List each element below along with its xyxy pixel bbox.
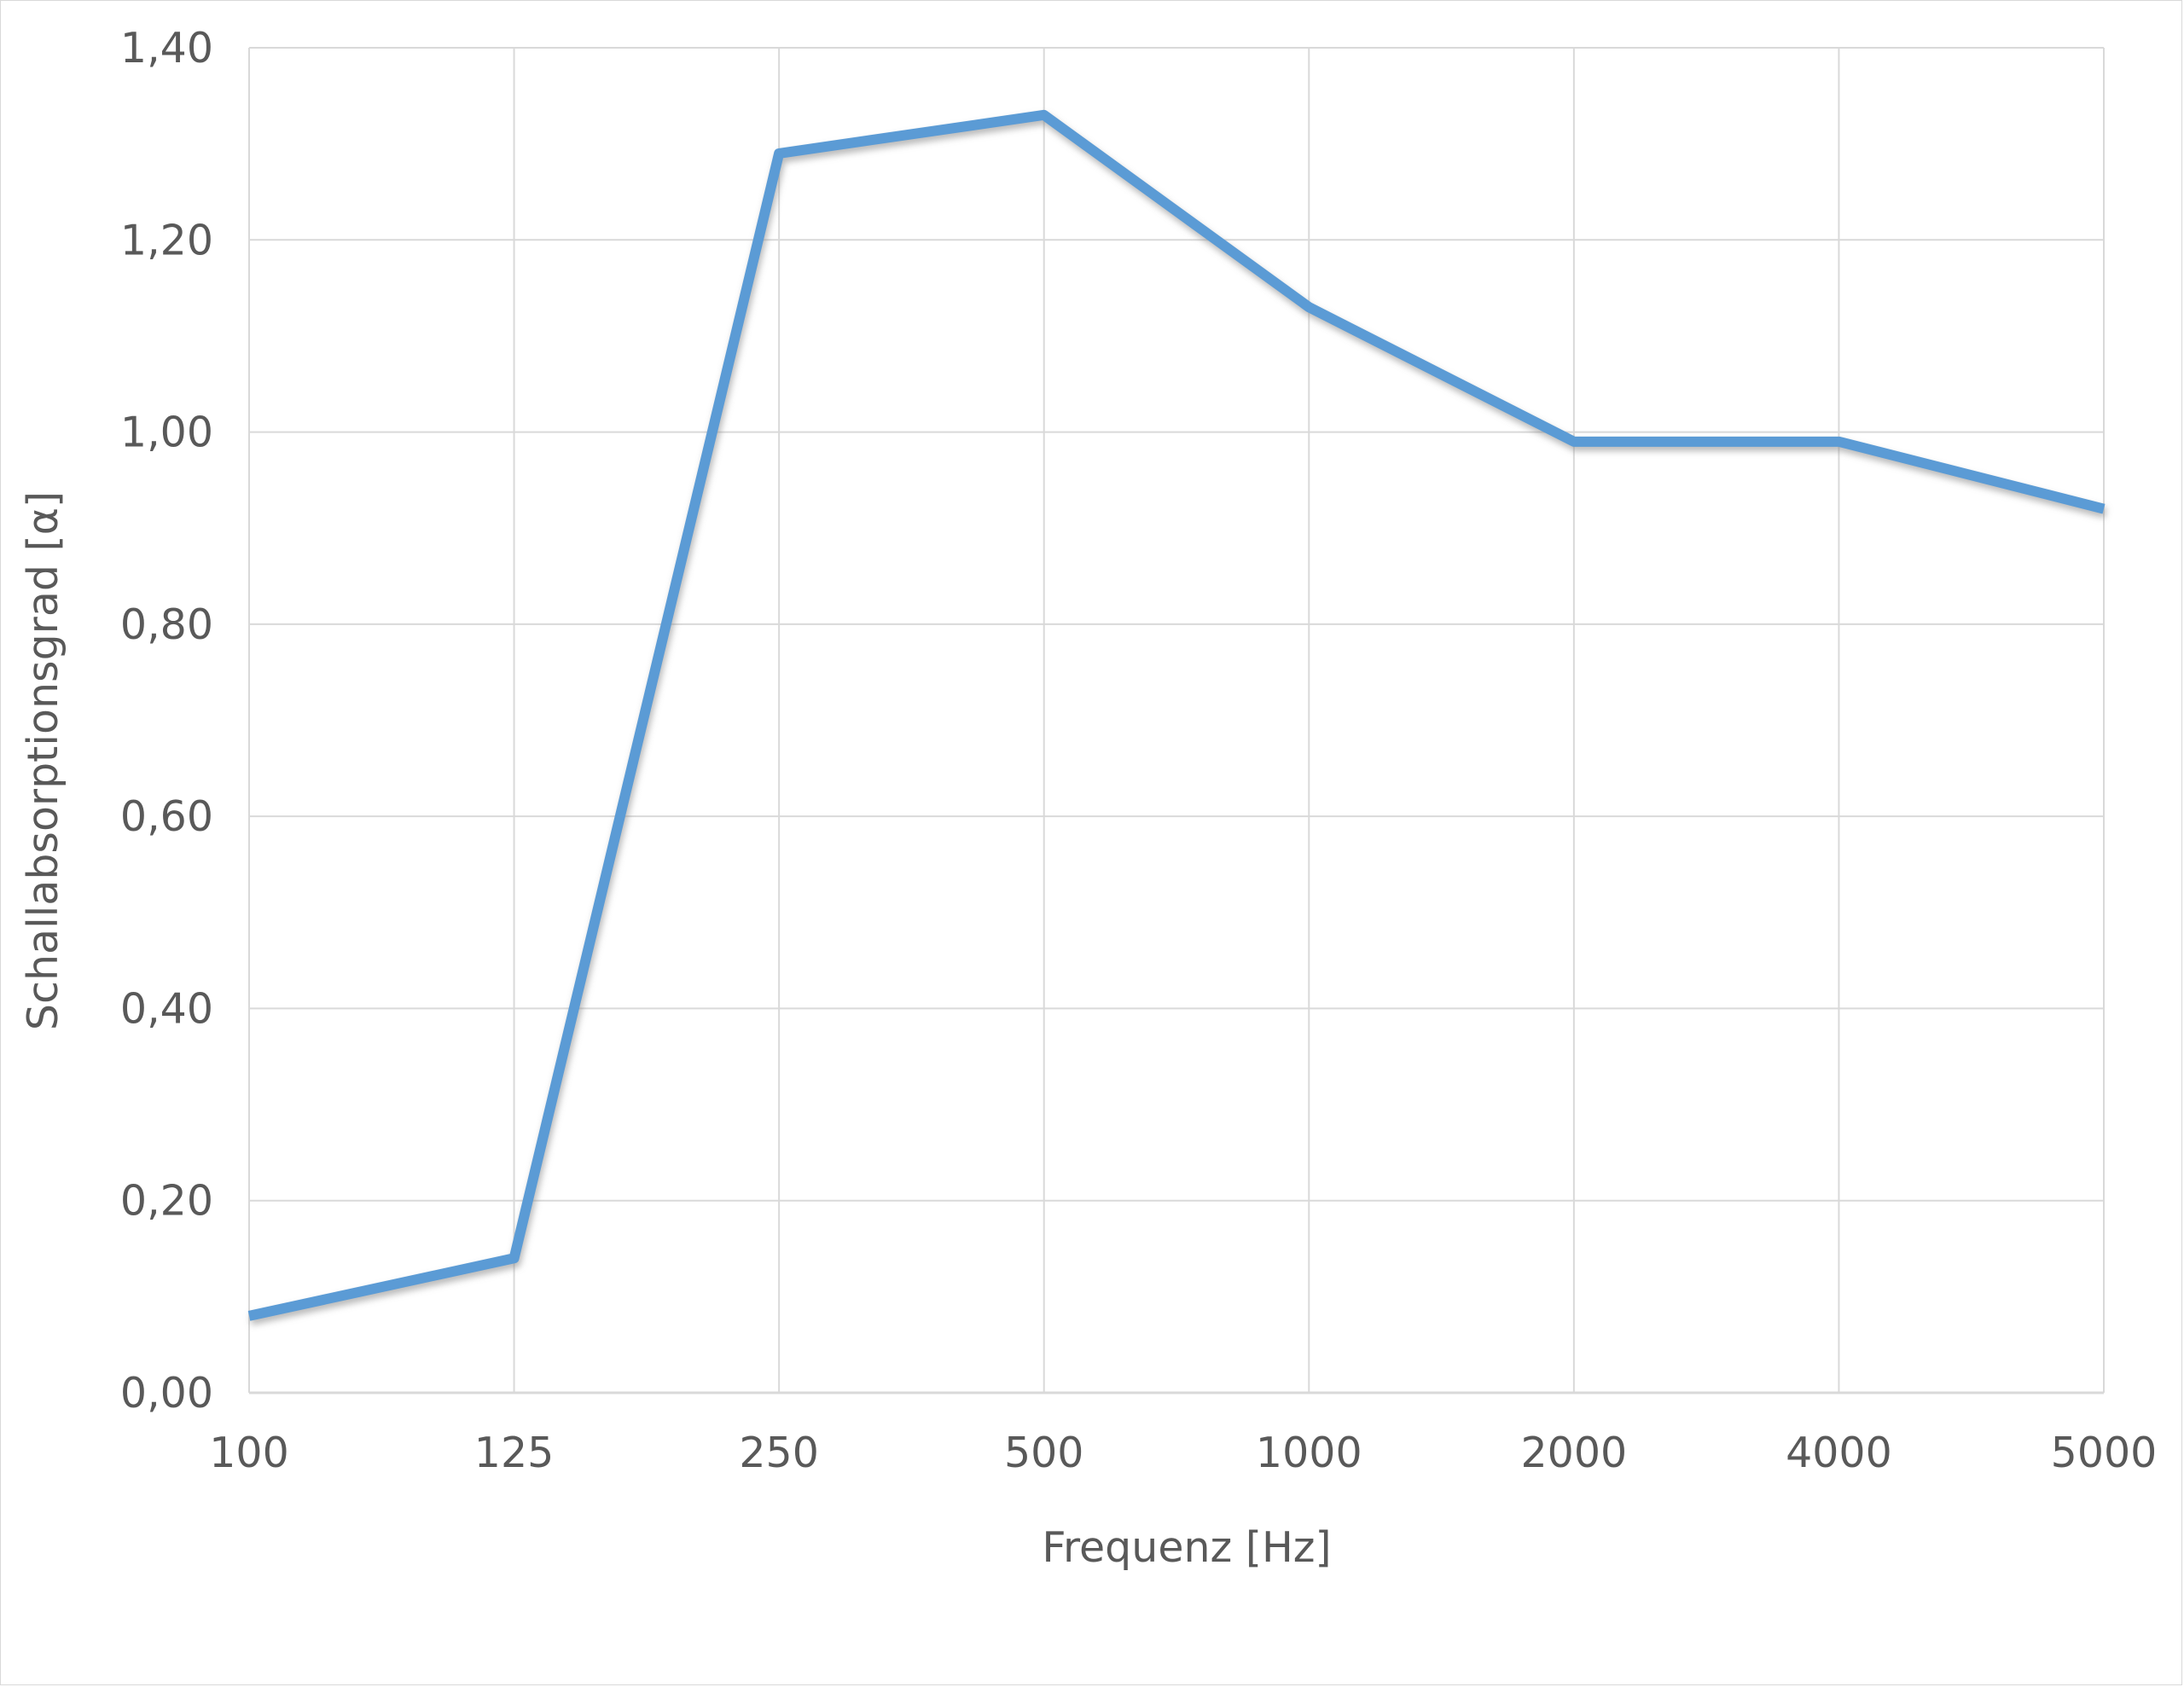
x-tick-label: 250	[739, 1429, 819, 1477]
y-tick-label: 0,80	[120, 600, 213, 649]
series-line-shadow	[249, 113, 2107, 1325]
x-axis-title: Frequenz [Hz]	[1042, 1523, 1331, 1572]
x-tick-label: 5000	[2051, 1429, 2158, 1477]
x-tick-label: 1000	[1256, 1429, 1362, 1477]
y-tick-label: 0,00	[120, 1369, 213, 1417]
y-tick-label: 1,40	[120, 24, 213, 72]
gridlines	[248, 47, 2105, 1393]
x-tick-label: 500	[1004, 1429, 1084, 1477]
y-tick-label: 1,20	[120, 216, 213, 264]
y-tick-label: 0,20	[120, 1177, 213, 1226]
y-tick-label: 0,60	[120, 792, 213, 841]
y-tick-label: 1,00	[120, 409, 213, 457]
axes	[248, 48, 2104, 1394]
y-tick-label: 0,40	[120, 984, 213, 1033]
x-tick-label: 125	[474, 1429, 555, 1477]
series-line	[247, 109, 2106, 1321]
series-layer	[247, 109, 2107, 1325]
tick-labels: 0,00 0,20 0,40 0,60 0,80 1,00 1,20 1,40 100 125 25…	[120, 24, 2157, 1477]
x-tick-label: 100	[209, 1429, 289, 1477]
y-axis-title: Schallabsorptionsgrad [α]	[19, 491, 67, 1030]
x-tick-label: 2000	[1521, 1429, 1628, 1477]
x-tick-label: 4000	[1786, 1429, 1892, 1477]
